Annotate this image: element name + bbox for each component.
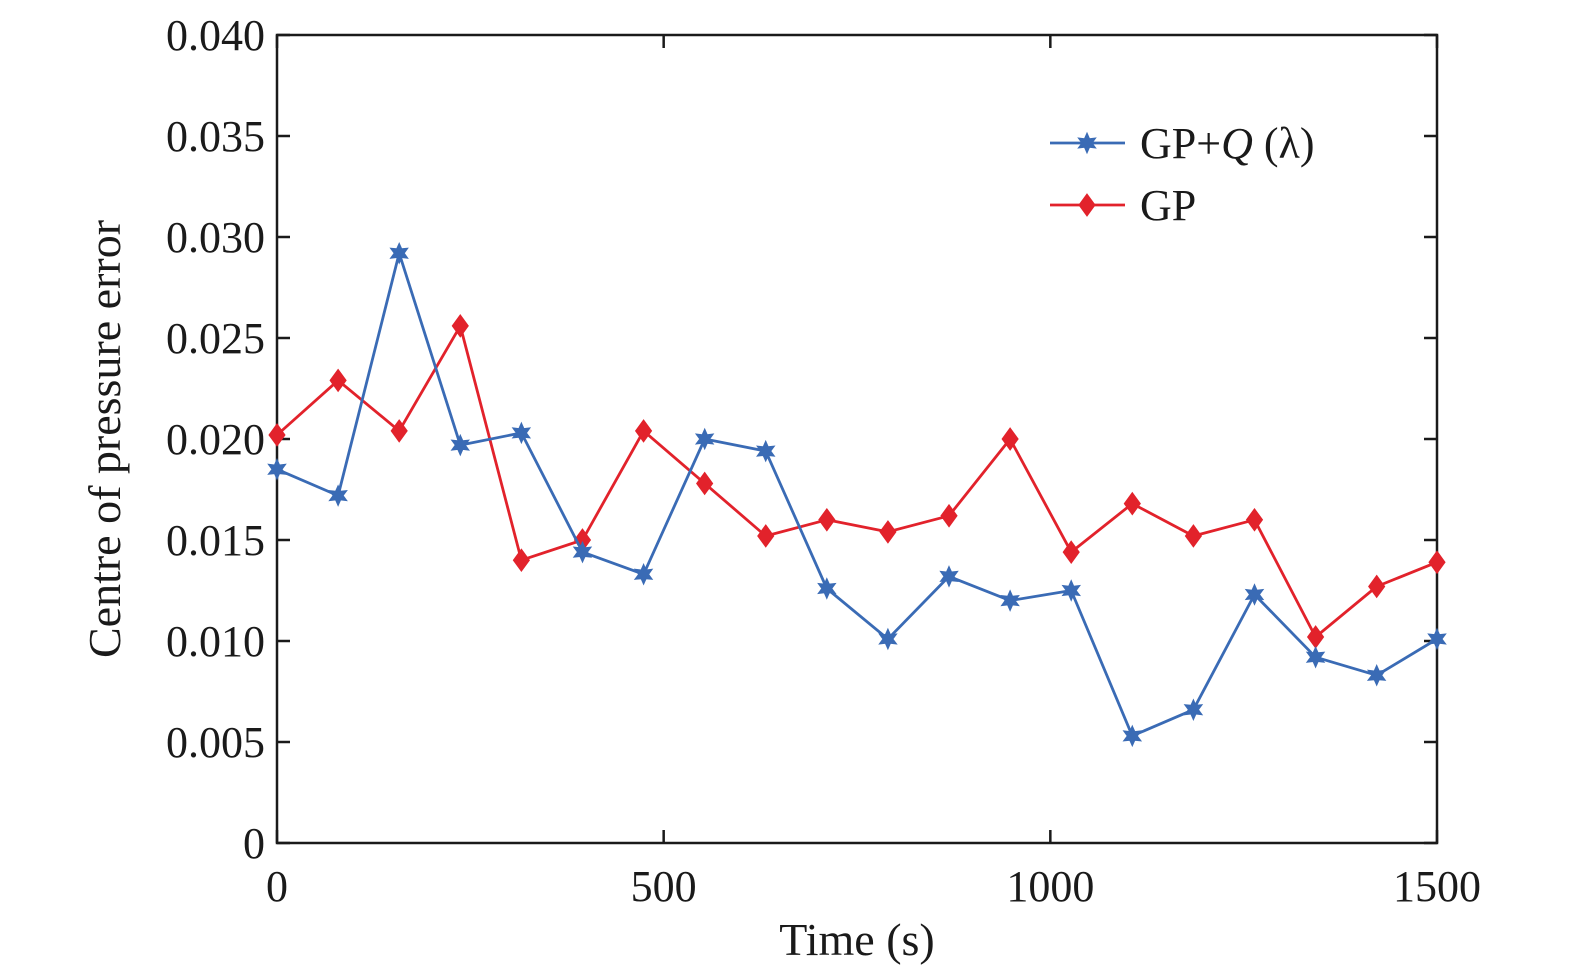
- data-point-gp-q: [328, 484, 348, 507]
- data-point-gp: [879, 520, 897, 544]
- data-point-gp: [390, 419, 408, 443]
- data-point-gp: [451, 314, 469, 338]
- data-point-gp-q: [1427, 627, 1447, 651]
- y-tick-label: 0.005: [166, 718, 265, 767]
- series-gp-q: [267, 241, 1447, 748]
- data-point-gp-q: [1122, 724, 1143, 748]
- legend-label-gp-q: GP+Q (λ): [1140, 119, 1314, 168]
- y-tick-label: 0.035: [166, 112, 265, 161]
- data-point-gp: [329, 368, 347, 393]
- y-tick-label: 0.025: [166, 314, 265, 363]
- legend-label-gp: GP: [1140, 181, 1196, 230]
- data-point-gp-q: [1305, 645, 1326, 669]
- x-axis: 0 500 1000 1500: [266, 35, 1481, 911]
- data-point-gp: [268, 423, 286, 447]
- y-tick-label: 0.030: [166, 213, 265, 262]
- legend-label-gp-q-prefix: GP+: [1140, 119, 1221, 168]
- data-point-gp-q: [450, 433, 470, 457]
- data-point-gp-q: [1366, 664, 1387, 687]
- legend-label-gp-q-suffix: (λ): [1253, 119, 1315, 168]
- data-point-gp: [1428, 550, 1446, 575]
- data-point-gp-q: [572, 540, 593, 564]
- y-tick-label: 0.020: [166, 415, 265, 464]
- data-point-gp-q: [1000, 589, 1020, 612]
- data-point-gp-q: [694, 427, 715, 451]
- data-point-gp: [1001, 427, 1019, 451]
- data-point-gp-q: [511, 421, 532, 445]
- data-point-gp: [1184, 524, 1203, 548]
- x-tick-label: 0: [266, 862, 288, 911]
- y-tick-label: 0: [243, 819, 265, 868]
- data-point-gp-q: [633, 563, 654, 586]
- data-point-gp: [818, 507, 836, 532]
- data-point-gp-q: [267, 458, 287, 481]
- y-axis-title: Centre of pressure error: [79, 220, 130, 658]
- data-point-gp: [1062, 540, 1080, 564]
- data-point-gp: [1123, 491, 1141, 516]
- y-tick-label: 0.010: [166, 617, 265, 666]
- legend-swatch-gp: [1050, 193, 1125, 217]
- data-point-gp: [940, 503, 958, 528]
- legend-label-gp-q-italic: Q: [1221, 119, 1253, 168]
- data-point-gp: [757, 524, 775, 548]
- legend-marker: [1078, 193, 1096, 217]
- data-point-gp-q: [1061, 579, 1081, 602]
- data-point-gp-q: [1244, 583, 1265, 606]
- data-point-gp: [1368, 574, 1386, 599]
- data-point-gp-q: [939, 565, 959, 588]
- y-axis: 0 0.005 0.010 0.015 0.020 0.025 0.030 0.035 0.04…: [166, 11, 1437, 868]
- data-point-gp-q: [1183, 698, 1204, 721]
- legend-marker: [1077, 131, 1097, 155]
- y-tick-label: 0.040: [166, 11, 265, 60]
- series-layer: [267, 241, 1447, 748]
- data-point-gp: [1245, 507, 1264, 532]
- data-point-gp: [512, 548, 530, 573]
- data-point-gp-q: [389, 241, 409, 265]
- series-line-gp-q: [276, 251, 1438, 738]
- x-tick-label: 1500: [1393, 862, 1481, 911]
- series-line-gp: [276, 324, 1438, 639]
- data-point-gp: [696, 471, 714, 496]
- data-point-gp-q: [756, 439, 776, 463]
- y-tick-label: 0.015: [166, 516, 265, 565]
- x-axis-title: Time (s): [779, 914, 935, 965]
- legend-swatch-gp-q: [1050, 131, 1125, 155]
- data-point-gp-q: [817, 577, 837, 600]
- legend: GP+Q (λ) GP: [1050, 119, 1314, 230]
- data-point-gp-q: [878, 627, 898, 651]
- x-tick-label: 500: [631, 862, 697, 911]
- series-gp: [268, 314, 1446, 649]
- x-tick-label: 1000: [1006, 862, 1094, 911]
- data-point-gp: [634, 419, 653, 443]
